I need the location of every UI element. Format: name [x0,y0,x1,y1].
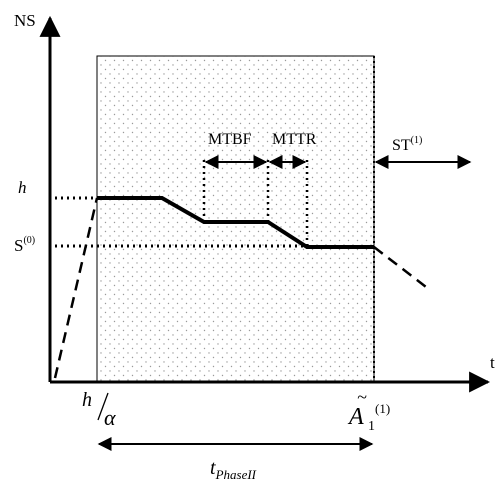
svg-text:A: A [347,404,364,430]
ns-profile [97,196,374,249]
svg-text:α: α [104,405,116,430]
mttr-label: MTTR [272,131,317,148]
s0-label: S(0) [14,235,35,255]
a1-label: ~ A 1 (1) [347,387,390,434]
svg-text:(1): (1) [375,401,390,416]
x-axis-label: t [490,353,495,372]
phase-ii-region [96,55,375,383]
h-label: h [18,178,27,197]
tail-dashed [373,246,431,291]
mtbf-label: MTBF [208,131,252,148]
phase-ii-label: tPhaseII [210,457,257,482]
y-axis-label: NS [14,11,36,30]
h-over-alpha-label: h α [82,389,116,430]
ramp-up-dashed [53,197,99,379]
svg-text:h: h [82,389,92,411]
st-label: ST(1) [392,135,422,154]
svg-text:1: 1 [368,419,375,434]
svg-text:~: ~ [357,387,367,407]
